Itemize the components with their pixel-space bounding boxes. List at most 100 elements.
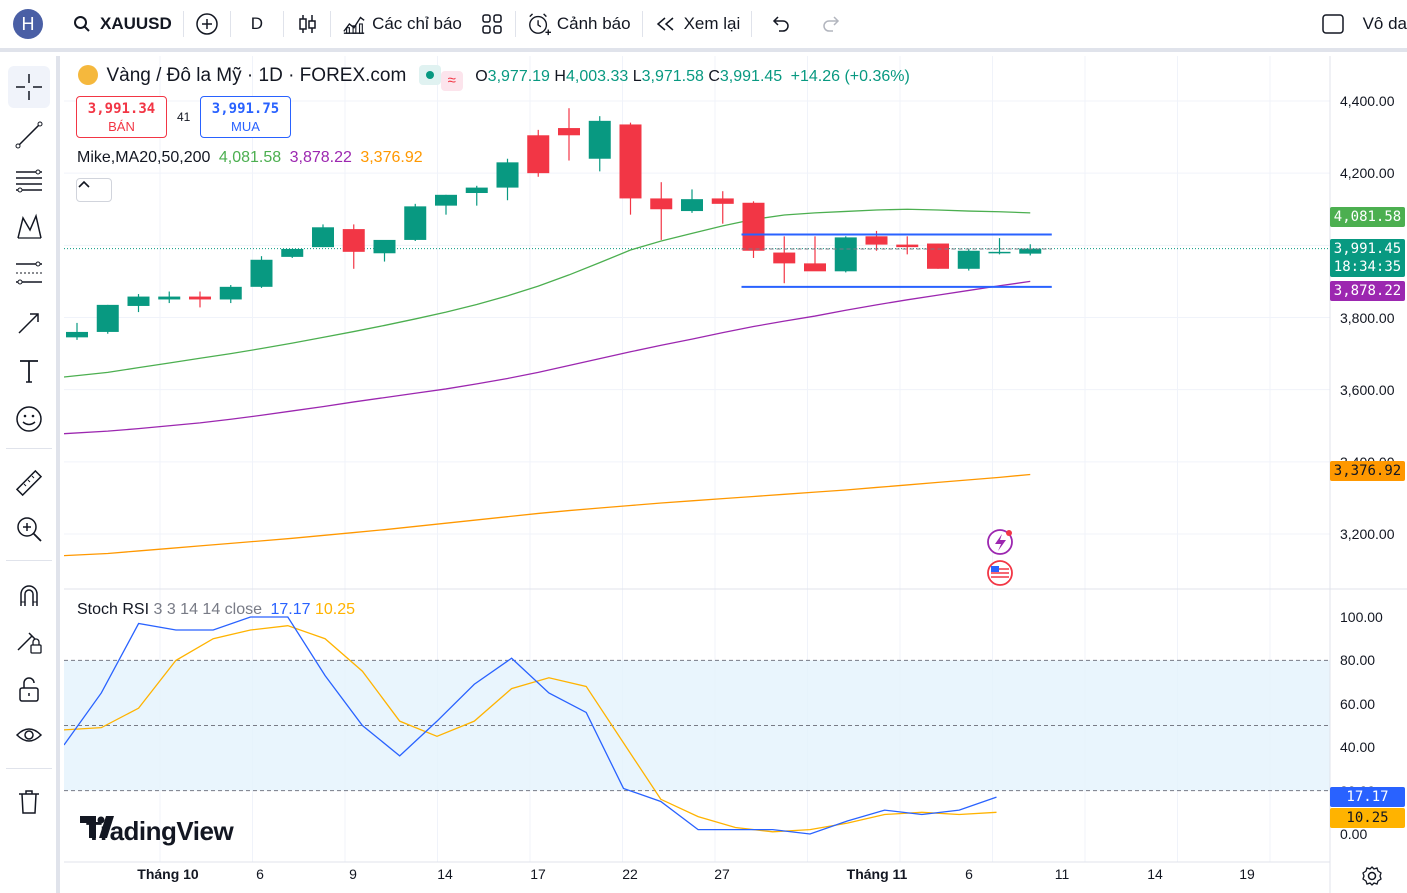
indicators-label: Các chỉ báo <box>372 14 462 33</box>
pattern-tool[interactable] <box>8 206 50 248</box>
measure-tool[interactable] <box>8 462 50 504</box>
settings-button[interactable] <box>1360 864 1384 888</box>
candle-body <box>650 198 673 210</box>
ma-legend[interactable]: Mike,MA20,50,200 4,081.58 3,878.22 3,376… <box>77 149 423 167</box>
candle-body <box>619 124 642 199</box>
ma50-line <box>64 280 1031 435</box>
price-axis-label: 3,800.00 <box>1340 309 1395 326</box>
ma20-line <box>64 208 1031 378</box>
remove-tool[interactable] <box>8 780 50 822</box>
stoch-name: Stoch RSI <box>77 601 150 618</box>
zoom-tool[interactable] <box>8 508 50 550</box>
tradingview-logo[interactable]: TradingView <box>80 816 234 847</box>
redo-button[interactable] <box>806 4 858 44</box>
stoch-legend[interactable]: Stoch RSI 3 3 14 14 close 17.17 10.25 <box>77 601 355 619</box>
ma20-value: 4,081.58 <box>218 149 282 166</box>
time-axis-label: 11 <box>1054 866 1070 882</box>
open-label: O <box>475 68 488 85</box>
spread-value: 41 <box>177 110 191 124</box>
candle-body <box>373 239 396 254</box>
layouts-button[interactable] <box>471 4 513 44</box>
user-avatar[interactable]: H <box>13 9 43 39</box>
sell-button[interactable]: 3,991.34 BÁN <box>76 96 167 138</box>
toolbar-divider <box>751 11 753 37</box>
economic-events-icon[interactable] <box>987 529 1013 555</box>
delayed-icon: ≈ <box>440 71 463 91</box>
ruler-icon <box>15 469 43 497</box>
text-icon <box>20 360 38 383</box>
chart-area[interactable]: Vàng / Đô la Mỹ · 1D · FOREX.com ≈ O3,97… <box>64 56 1407 893</box>
indicators-icon <box>342 12 366 36</box>
indicators-button[interactable]: Các chỉ báo <box>333 4 471 44</box>
toolbar-divider <box>514 11 516 37</box>
magnet-icon <box>20 585 38 606</box>
magnet-tool[interactable] <box>8 574 50 616</box>
interval-button[interactable]: D <box>233 4 281 44</box>
stoch-axis-label: 60.00 <box>1340 695 1376 712</box>
redo-icon <box>820 12 844 36</box>
undo-button[interactable] <box>754 4 806 44</box>
us-flag-icon[interactable] <box>987 560 1013 586</box>
alarm-clock-icon <box>527 12 551 36</box>
checkbox-icon <box>1321 12 1345 36</box>
symbol-search-button[interactable]: XAUUSD <box>61 4 181 44</box>
right-panel-button[interactable]: Vô da <box>1311 4 1407 44</box>
crosshair-tool[interactable] <box>8 66 50 108</box>
fib-tool[interactable] <box>8 160 50 202</box>
candle-body <box>496 162 519 188</box>
candle-body <box>681 199 703 212</box>
brush-tool[interactable] <box>8 302 50 344</box>
trend-line-tool[interactable] <box>8 114 50 156</box>
collapse-legend-button[interactable] <box>76 178 112 202</box>
ma50-value: 3,878.22 <box>289 149 352 166</box>
symbol-title[interactable]: Vàng / Đô la Mỹ · 1D · FOREX.com <box>106 65 407 86</box>
candle-body <box>527 135 550 174</box>
candle-body <box>281 248 304 257</box>
replay-button[interactable]: Xem lại <box>645 4 750 44</box>
top-toolbar: H XAUUSD D Các chỉ báo Cảnh báo <box>0 0 1407 52</box>
candle-body <box>896 244 919 248</box>
alerts-button[interactable]: Cảnh báo <box>518 4 640 44</box>
interval-label: D <box>250 14 264 33</box>
drawing-toolbar <box>0 56 60 893</box>
compare-button[interactable] <box>186 4 228 44</box>
candle-body <box>1019 248 1042 254</box>
stoch-params: 3 3 14 14 close <box>153 601 263 618</box>
ma20-price-tag: 4,081.58 <box>1330 207 1405 227</box>
ma200-price-tag: 3,376.92 <box>1330 461 1405 481</box>
high-value: 4,003.33 <box>565 68 629 85</box>
candle-body <box>588 120 611 159</box>
last-price: 3,991.45 <box>1333 241 1402 257</box>
gold-icon <box>78 65 98 85</box>
lock-tool[interactable] <box>8 668 50 710</box>
candle-body <box>219 286 242 300</box>
trash-icon <box>19 790 39 814</box>
emoji-tool[interactable] <box>8 398 50 440</box>
ma200-line <box>64 473 1031 557</box>
pencil-lock-icon <box>17 632 42 654</box>
candle-body <box>66 331 88 338</box>
rewind-icon <box>654 12 678 36</box>
toolbar-divider <box>330 11 332 37</box>
price-axis-label: 3,600.00 <box>1340 381 1395 398</box>
toolbar-divider <box>641 11 643 37</box>
price-chart[interactable] <box>64 56 1407 893</box>
visibility-tool[interactable] <box>8 714 50 756</box>
candles-icon <box>295 12 319 36</box>
close-value: 3,991.45 <box>719 68 783 85</box>
forecast-tool[interactable] <box>8 252 50 294</box>
time-axis-label: 17 <box>530 866 546 882</box>
stoch-axis-label: 80.00 <box>1340 652 1376 669</box>
time-axis-label: 14 <box>437 866 453 882</box>
sell-price: 3,991.34 <box>87 101 156 117</box>
candle-body <box>158 296 181 300</box>
candle-body <box>127 296 150 306</box>
candle-body <box>342 229 365 252</box>
text-tool[interactable] <box>8 350 50 392</box>
lock-draw-tool[interactable] <box>8 620 50 662</box>
toolbar-divider <box>182 11 184 37</box>
buy-button[interactable]: 3,991.75 MUA <box>200 96 291 138</box>
candle-body <box>988 251 1011 254</box>
grid-icon <box>480 12 504 36</box>
chart-type-button[interactable] <box>286 4 328 44</box>
